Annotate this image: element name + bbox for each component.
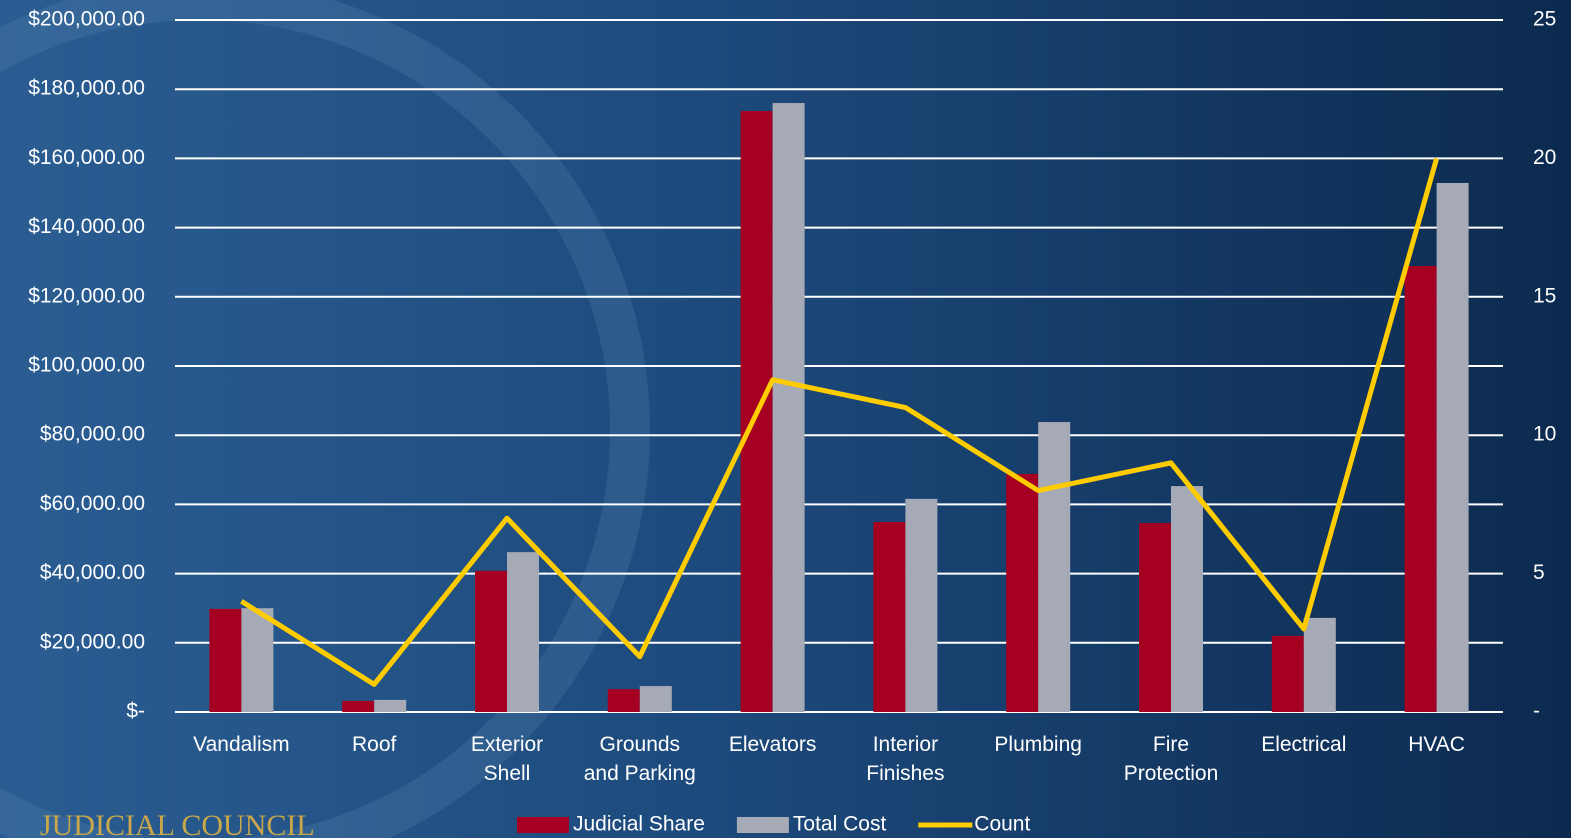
legend-label: Count bbox=[974, 813, 1030, 836]
bar bbox=[241, 608, 273, 712]
bar bbox=[475, 571, 507, 712]
x-tick-label: Grounds and Parking bbox=[581, 730, 699, 788]
x-tick-label: HVAC bbox=[1378, 730, 1496, 759]
y-tick-label: $140,000.00 bbox=[28, 215, 145, 238]
chart: JUDICIAL COUNCIL $- $20,000.00 $40,000.00 $… bbox=[0, 0, 1571, 838]
bar bbox=[1139, 523, 1171, 712]
y2-tick-label: 5 bbox=[1533, 561, 1545, 584]
x-tick-label: Roof bbox=[315, 730, 433, 759]
bar bbox=[873, 522, 905, 712]
legend-swatch bbox=[737, 817, 789, 833]
x-tick-label: Plumbing bbox=[979, 730, 1097, 759]
y2-tick-label: 20 bbox=[1533, 146, 1556, 169]
bar bbox=[1171, 486, 1203, 712]
y2-tick-label: 25 bbox=[1533, 8, 1556, 31]
y-tick-label: $80,000.00 bbox=[40, 423, 145, 446]
y-tick-label: $40,000.00 bbox=[40, 561, 145, 584]
bar bbox=[640, 686, 672, 712]
legend-label: Judicial Share bbox=[573, 813, 705, 836]
footer-text: JUDICIAL COUNCIL bbox=[40, 809, 315, 838]
x-tick-label: Exterior Shell bbox=[448, 730, 566, 788]
y-tick-label: $- bbox=[126, 700, 145, 723]
bar bbox=[209, 609, 241, 712]
line bbox=[241, 158, 1436, 684]
x-tick-label: Vandalism bbox=[182, 730, 300, 759]
x-tick-label: Fire Protection bbox=[1112, 730, 1230, 788]
y-tick-label: $20,000.00 bbox=[40, 630, 145, 653]
bar bbox=[905, 499, 937, 712]
bar bbox=[374, 700, 406, 712]
bar bbox=[1304, 618, 1336, 712]
bar bbox=[1272, 636, 1304, 712]
y-tick-label: $160,000.00 bbox=[28, 146, 145, 169]
y2-tick-label: - bbox=[1533, 700, 1540, 723]
y2-tick-label: 15 bbox=[1533, 284, 1556, 307]
x-tick-label: Electrical bbox=[1245, 730, 1363, 759]
bar bbox=[773, 103, 805, 712]
legend-swatch bbox=[517, 817, 569, 833]
y-tick-label: $100,000.00 bbox=[28, 354, 145, 377]
bar bbox=[1038, 422, 1070, 712]
legend-label: Total Cost bbox=[793, 813, 887, 836]
y-tick-label: $60,000.00 bbox=[40, 492, 145, 515]
x-tick-label: Elevators bbox=[714, 730, 832, 759]
bar bbox=[1006, 474, 1038, 712]
y-tick-label: $120,000.00 bbox=[28, 284, 145, 307]
bar bbox=[1437, 183, 1469, 712]
y-tick-label: $180,000.00 bbox=[28, 77, 145, 100]
y-tick-label: $200,000.00 bbox=[28, 8, 145, 31]
x-tick-label: Interior Finishes bbox=[846, 730, 964, 788]
page: JUDICIAL COUNCIL $- $20,000.00 $40,000.00 $… bbox=[0, 0, 1571, 838]
bar bbox=[1405, 266, 1437, 712]
bar bbox=[342, 701, 374, 712]
y2-tick-label: 10 bbox=[1533, 423, 1556, 446]
bar bbox=[608, 689, 640, 712]
bar bbox=[507, 552, 539, 712]
